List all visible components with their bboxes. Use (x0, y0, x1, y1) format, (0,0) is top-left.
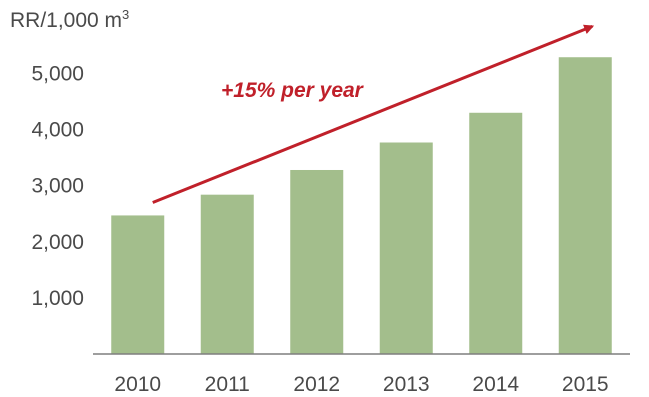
x-tick-label: 2014 (472, 373, 519, 396)
unit-label-superscript: 3 (122, 7, 129, 22)
y-tick-label: 3,000 (31, 175, 84, 198)
bar-2013 (379, 142, 433, 354)
y-tick-label: 4,000 (31, 119, 84, 142)
bar-2010 (111, 215, 165, 354)
unit-label: RR/1,000 m3 (10, 7, 129, 32)
bar-2015 (558, 57, 612, 355)
growth-arrow (152, 24, 595, 204)
y-tick-label: 1,000 (31, 287, 84, 310)
x-tick-label: 2013 (383, 373, 430, 396)
bar-2012 (290, 169, 344, 354)
x-axis-tick-labels: 2010 2011 2012 2013 2014 2015 (114, 373, 608, 396)
y-tick-label: 5,000 (31, 63, 84, 86)
bars (111, 57, 612, 355)
bar-2011 (200, 194, 254, 354)
growth-annotation: +15% per year (221, 79, 365, 102)
x-tick-label: 2015 (562, 373, 609, 396)
bar-2014 (469, 112, 523, 355)
y-axis-tick-labels: 1,000 2,000 3,000 4,000 5,000 (31, 63, 84, 310)
x-tick-label: 2010 (114, 373, 161, 396)
x-tick-label: 2012 (293, 373, 340, 396)
unit-label-base: RR/1,000 m (10, 9, 122, 32)
x-tick-label: 2011 (205, 373, 250, 396)
y-tick-label: 2,000 (31, 231, 84, 254)
